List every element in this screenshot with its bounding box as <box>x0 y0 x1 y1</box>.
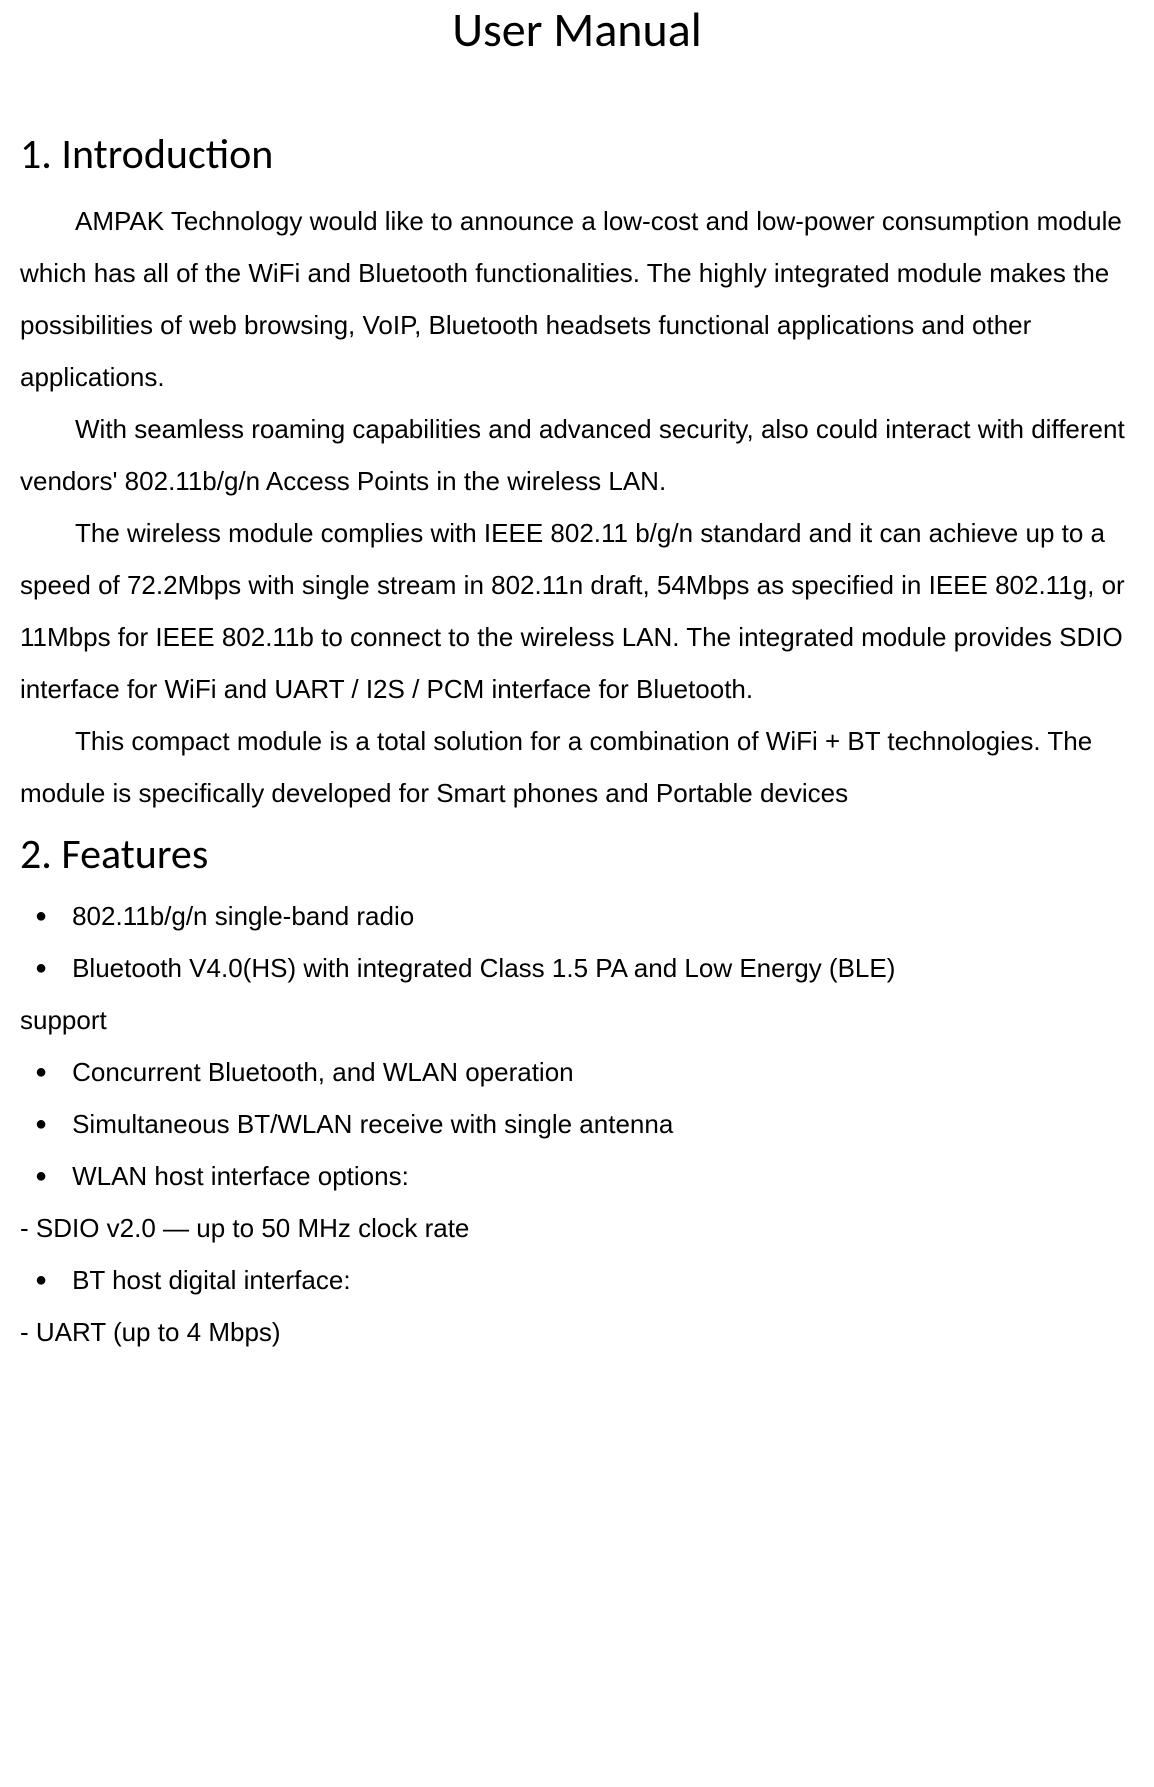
feature-5-subitem: - SDIO v2.0 — up to 50 MHz clock rate <box>20 1202 1134 1254</box>
bullet-icon: ● <box>35 890 47 942</box>
feature-text-5: WLAN host interface options: <box>72 1150 1134 1202</box>
intro-paragraph-2: With seamless roaming capabilities and a… <box>20 403 1134 507</box>
intro-paragraph-1: AMPAK Technology would like to announce … <box>20 195 1134 403</box>
feature-item-5: ● WLAN host interface options: <box>20 1150 1134 1202</box>
bullet-icon: ● <box>35 942 47 994</box>
intro-paragraph-3: The wireless module complies with IEEE 8… <box>20 507 1134 715</box>
feature-item-4: ● Simultaneous BT/WLAN receive with sing… <box>20 1098 1134 1150</box>
feature-text-4: Simultaneous BT/WLAN receive with single… <box>72 1098 1134 1150</box>
feature-text-2-wrap: support <box>20 994 1134 1046</box>
document-title: User Manual <box>20 0 1134 59</box>
bullet-icon: ● <box>35 1046 47 1098</box>
feature-item-1: ● 802.11b/g/n single-band radio <box>20 890 1134 942</box>
intro-paragraph-4: This compact module is a total solution … <box>20 715 1134 819</box>
feature-text-3: Concurrent Bluetooth, and WLAN operation <box>72 1046 1134 1098</box>
feature-item-2: ● Bluetooth V4.0(HS) with integrated Cla… <box>20 942 1134 994</box>
feature-item-3: ● Concurrent Bluetooth, and WLAN operati… <box>20 1046 1134 1098</box>
feature-text-6: BT host digital interface: <box>72 1254 1134 1306</box>
feature-6-subitem: - UART (up to 4 Mbps) <box>20 1306 1134 1358</box>
section-2-heading: 2. Features <box>20 829 1134 880</box>
feature-item-6: ● BT host digital interface: <box>20 1254 1134 1306</box>
bullet-icon: ● <box>35 1254 47 1306</box>
section-1-heading: 1. Introduction <box>20 129 1134 180</box>
feature-text-1: 802.11b/g/n single-band radio <box>72 890 1134 942</box>
bullet-icon: ● <box>35 1150 47 1202</box>
feature-text-2: Bluetooth V4.0(HS) with integrated Class… <box>72 942 1134 994</box>
bullet-icon: ● <box>35 1098 47 1150</box>
